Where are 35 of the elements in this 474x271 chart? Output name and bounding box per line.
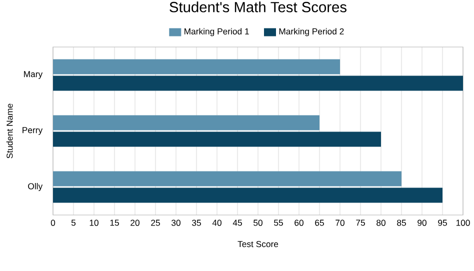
x-tick-label: 5 bbox=[71, 220, 76, 226]
x-tick-label: 60 bbox=[294, 220, 304, 226]
bar bbox=[53, 171, 402, 186]
legend-label: Marking Period 1 bbox=[184, 28, 249, 36]
bar bbox=[53, 76, 464, 91]
x-tick-label: 65 bbox=[315, 220, 324, 226]
x-tick-label: 10 bbox=[90, 220, 98, 226]
x-tick-label: 45 bbox=[232, 220, 242, 226]
x-axis-title: Test Score bbox=[238, 241, 278, 248]
x-tick-label: 75 bbox=[356, 220, 365, 226]
x-tick-label: 50 bbox=[254, 220, 262, 226]
y-tick-label: Mary bbox=[24, 71, 43, 79]
bar bbox=[53, 115, 320, 130]
x-tick-label: 70 bbox=[336, 220, 344, 226]
x-tick-label: 0 bbox=[50, 220, 56, 226]
x-tick-label: 95 bbox=[438, 220, 447, 226]
bar bbox=[53, 188, 443, 203]
x-tick-label: 15 bbox=[110, 220, 119, 226]
bar bbox=[53, 132, 382, 147]
x-tick-label: 40 bbox=[212, 220, 222, 226]
y-tick-label: Olly bbox=[28, 182, 43, 192]
bar bbox=[53, 59, 340, 74]
x-tick-label: 90 bbox=[418, 220, 426, 226]
x-tick-label: 100 bbox=[456, 220, 470, 226]
y-axis-title: Student Name bbox=[6, 104, 13, 158]
x-tick-label: 20 bbox=[130, 220, 140, 226]
legend-label: Marking Period 2 bbox=[279, 28, 344, 36]
y-tick-label: Perry bbox=[22, 127, 43, 135]
x-tick-label: 35 bbox=[192, 220, 201, 226]
x-tick-label: 85 bbox=[397, 220, 406, 226]
chart-title: Student's Math Test Scores bbox=[170, 2, 346, 12]
x-tick-label: 55 bbox=[274, 220, 283, 226]
x-tick-label: 30 bbox=[172, 220, 180, 226]
x-tick-label: 80 bbox=[376, 220, 386, 226]
x-tick-label: 25 bbox=[151, 220, 160, 226]
